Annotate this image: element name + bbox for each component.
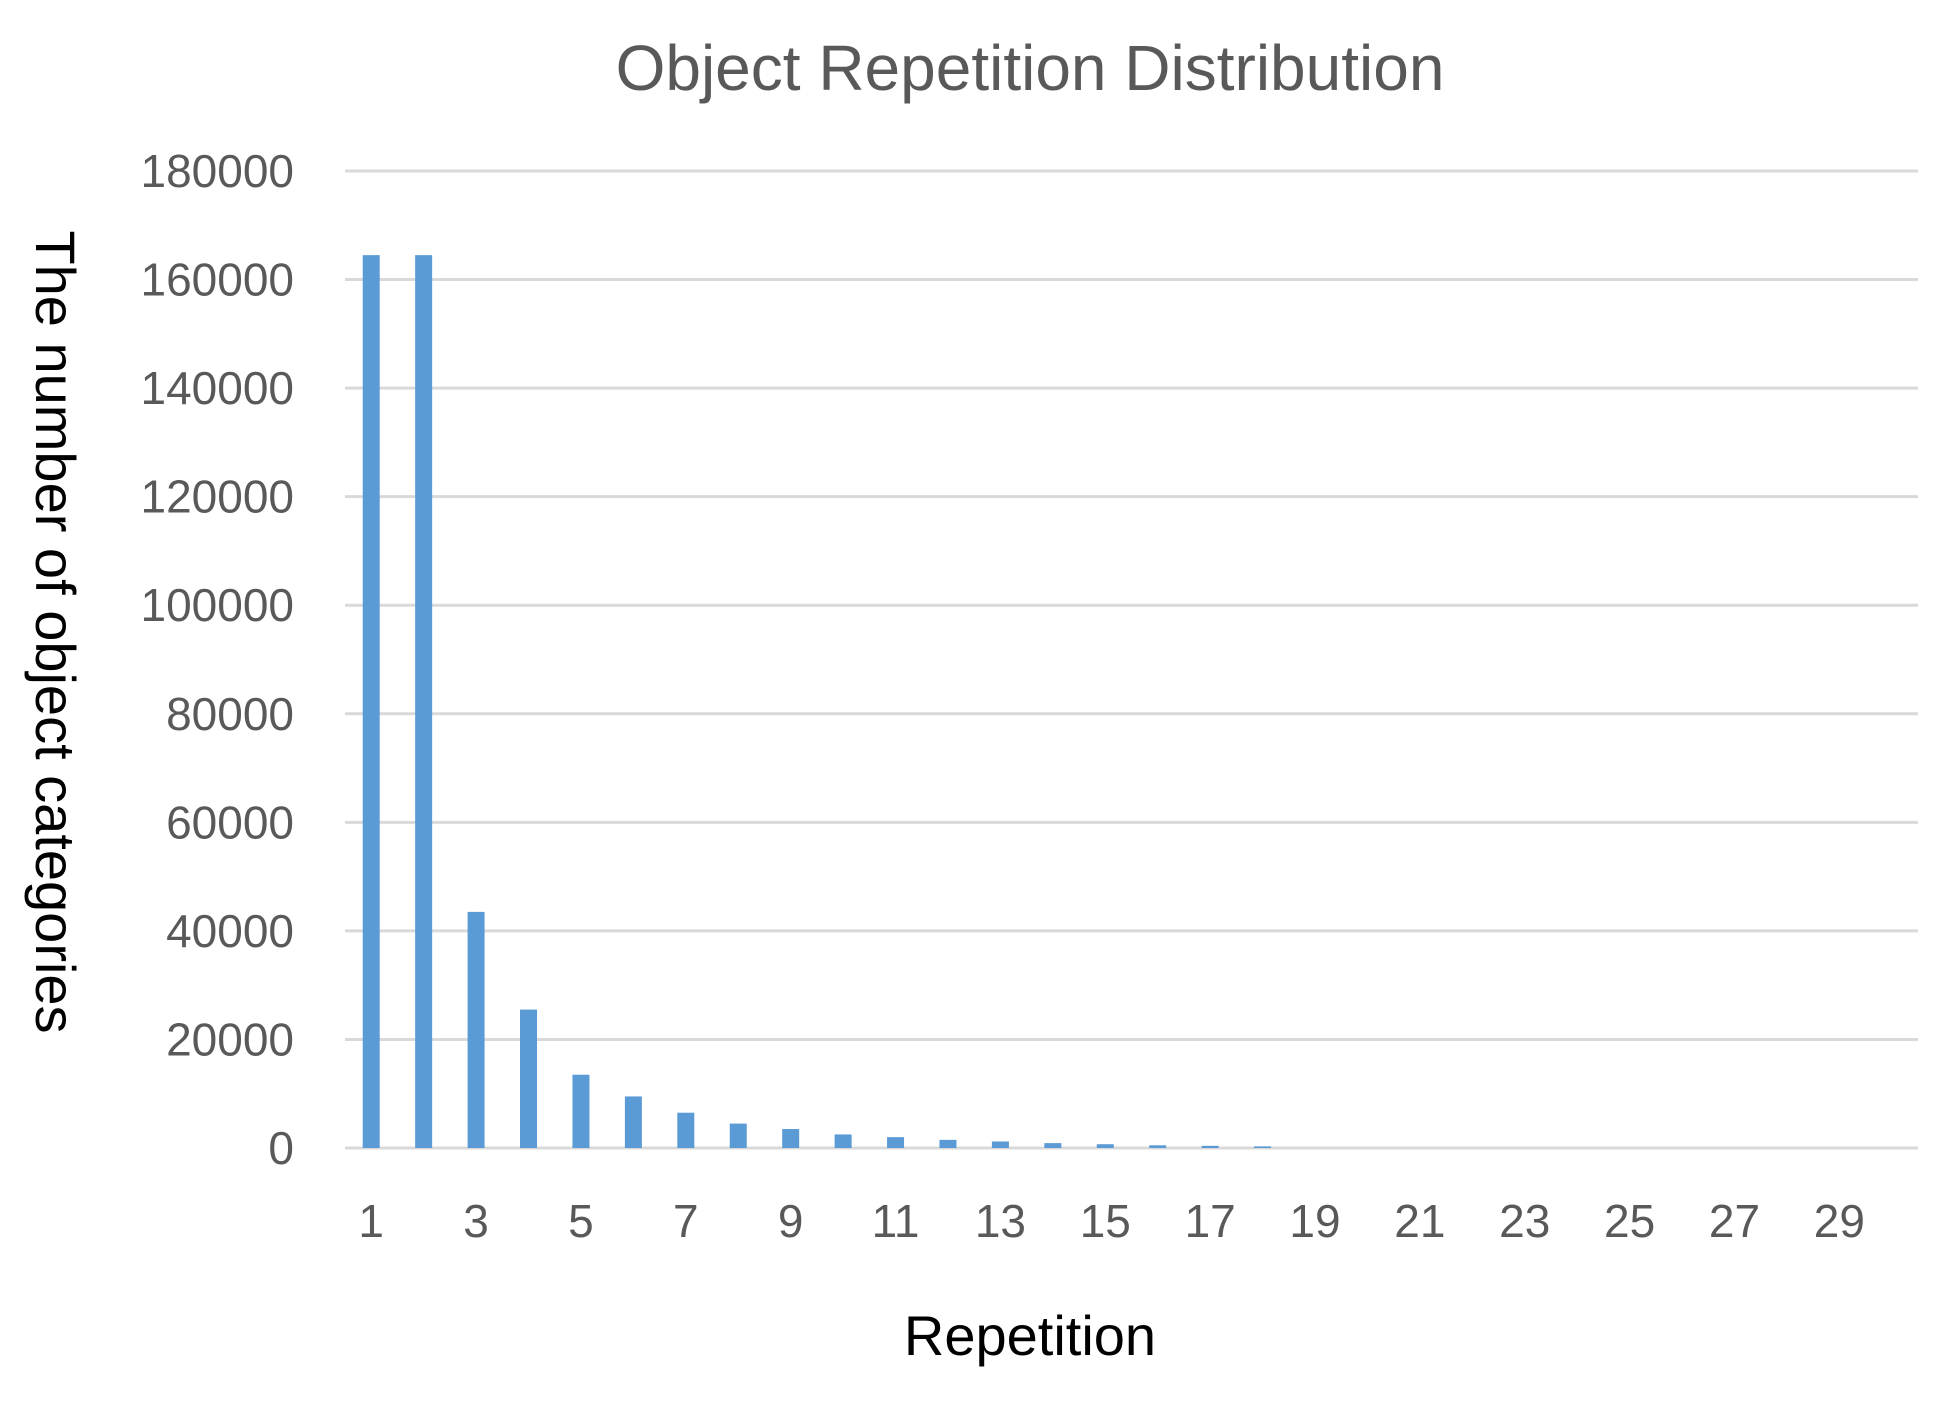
bar-9: [782, 1129, 800, 1148]
bars: [362, 255, 1272, 1148]
bar-2: [415, 255, 433, 1148]
chart-title: Object Repetition Distribution: [616, 32, 1445, 104]
y-tick-label: 120000: [141, 471, 295, 523]
bar-6: [624, 1096, 642, 1148]
y-tick-label: 80000: [166, 688, 294, 740]
x-axis-ticks: 1 3 5 7 9 11 13 15 17 19 21 23 25 27 29: [358, 1195, 1865, 1247]
x-tick-label: 3: [463, 1195, 489, 1247]
x-tick-label: 13: [975, 1195, 1026, 1247]
bar-7: [677, 1112, 695, 1148]
y-tick-label: 20000: [166, 1013, 294, 1065]
y-tick-label: 60000: [166, 796, 294, 848]
bar-18: [1254, 1146, 1272, 1148]
y-axis-ticks: 0 20000 40000 60000 80000 100000 120000 140000 1…: [141, 145, 295, 1174]
x-tick-label: 25: [1604, 1195, 1655, 1247]
y-tick-label: 160000: [141, 254, 295, 306]
bar-16: [1149, 1145, 1167, 1148]
bar-5: [572, 1074, 590, 1148]
bar-14: [1044, 1143, 1062, 1148]
y-axis-title: The number of object categories: [24, 230, 87, 1033]
x-tick-label: 1: [358, 1195, 384, 1247]
bar-8: [729, 1123, 747, 1148]
x-tick-label: 23: [1499, 1195, 1550, 1247]
x-tick-label: 19: [1289, 1195, 1340, 1247]
bar-12: [939, 1139, 957, 1148]
x-tick-label: 9: [778, 1195, 804, 1247]
bar-13: [991, 1141, 1009, 1148]
x-tick-label: 15: [1080, 1195, 1131, 1247]
y-tick-label: 100000: [141, 579, 295, 631]
x-tick-label: 27: [1709, 1195, 1760, 1247]
y-tick-label: 40000: [166, 905, 294, 957]
y-tick-label: 140000: [141, 362, 295, 414]
bar-1: [362, 255, 380, 1148]
bar-11: [887, 1137, 905, 1148]
x-tick-label: 11: [872, 1195, 920, 1247]
x-tick-label: 29: [1814, 1195, 1865, 1247]
y-tick-label: 0: [268, 1122, 294, 1174]
bar-17: [1201, 1145, 1219, 1148]
bar-15: [1096, 1144, 1114, 1148]
y-tick-label: 180000: [141, 145, 295, 197]
gridlines: [345, 169, 1918, 1150]
x-tick-label: 7: [673, 1195, 699, 1247]
x-axis-title: Repetition: [904, 1304, 1156, 1367]
bar-3: [467, 911, 485, 1148]
x-tick-label: 21: [1394, 1195, 1445, 1247]
bar-4: [520, 1009, 538, 1148]
x-tick-label: 5: [568, 1195, 594, 1247]
x-tick-label: 17: [1185, 1195, 1236, 1247]
bar-10: [834, 1134, 852, 1148]
